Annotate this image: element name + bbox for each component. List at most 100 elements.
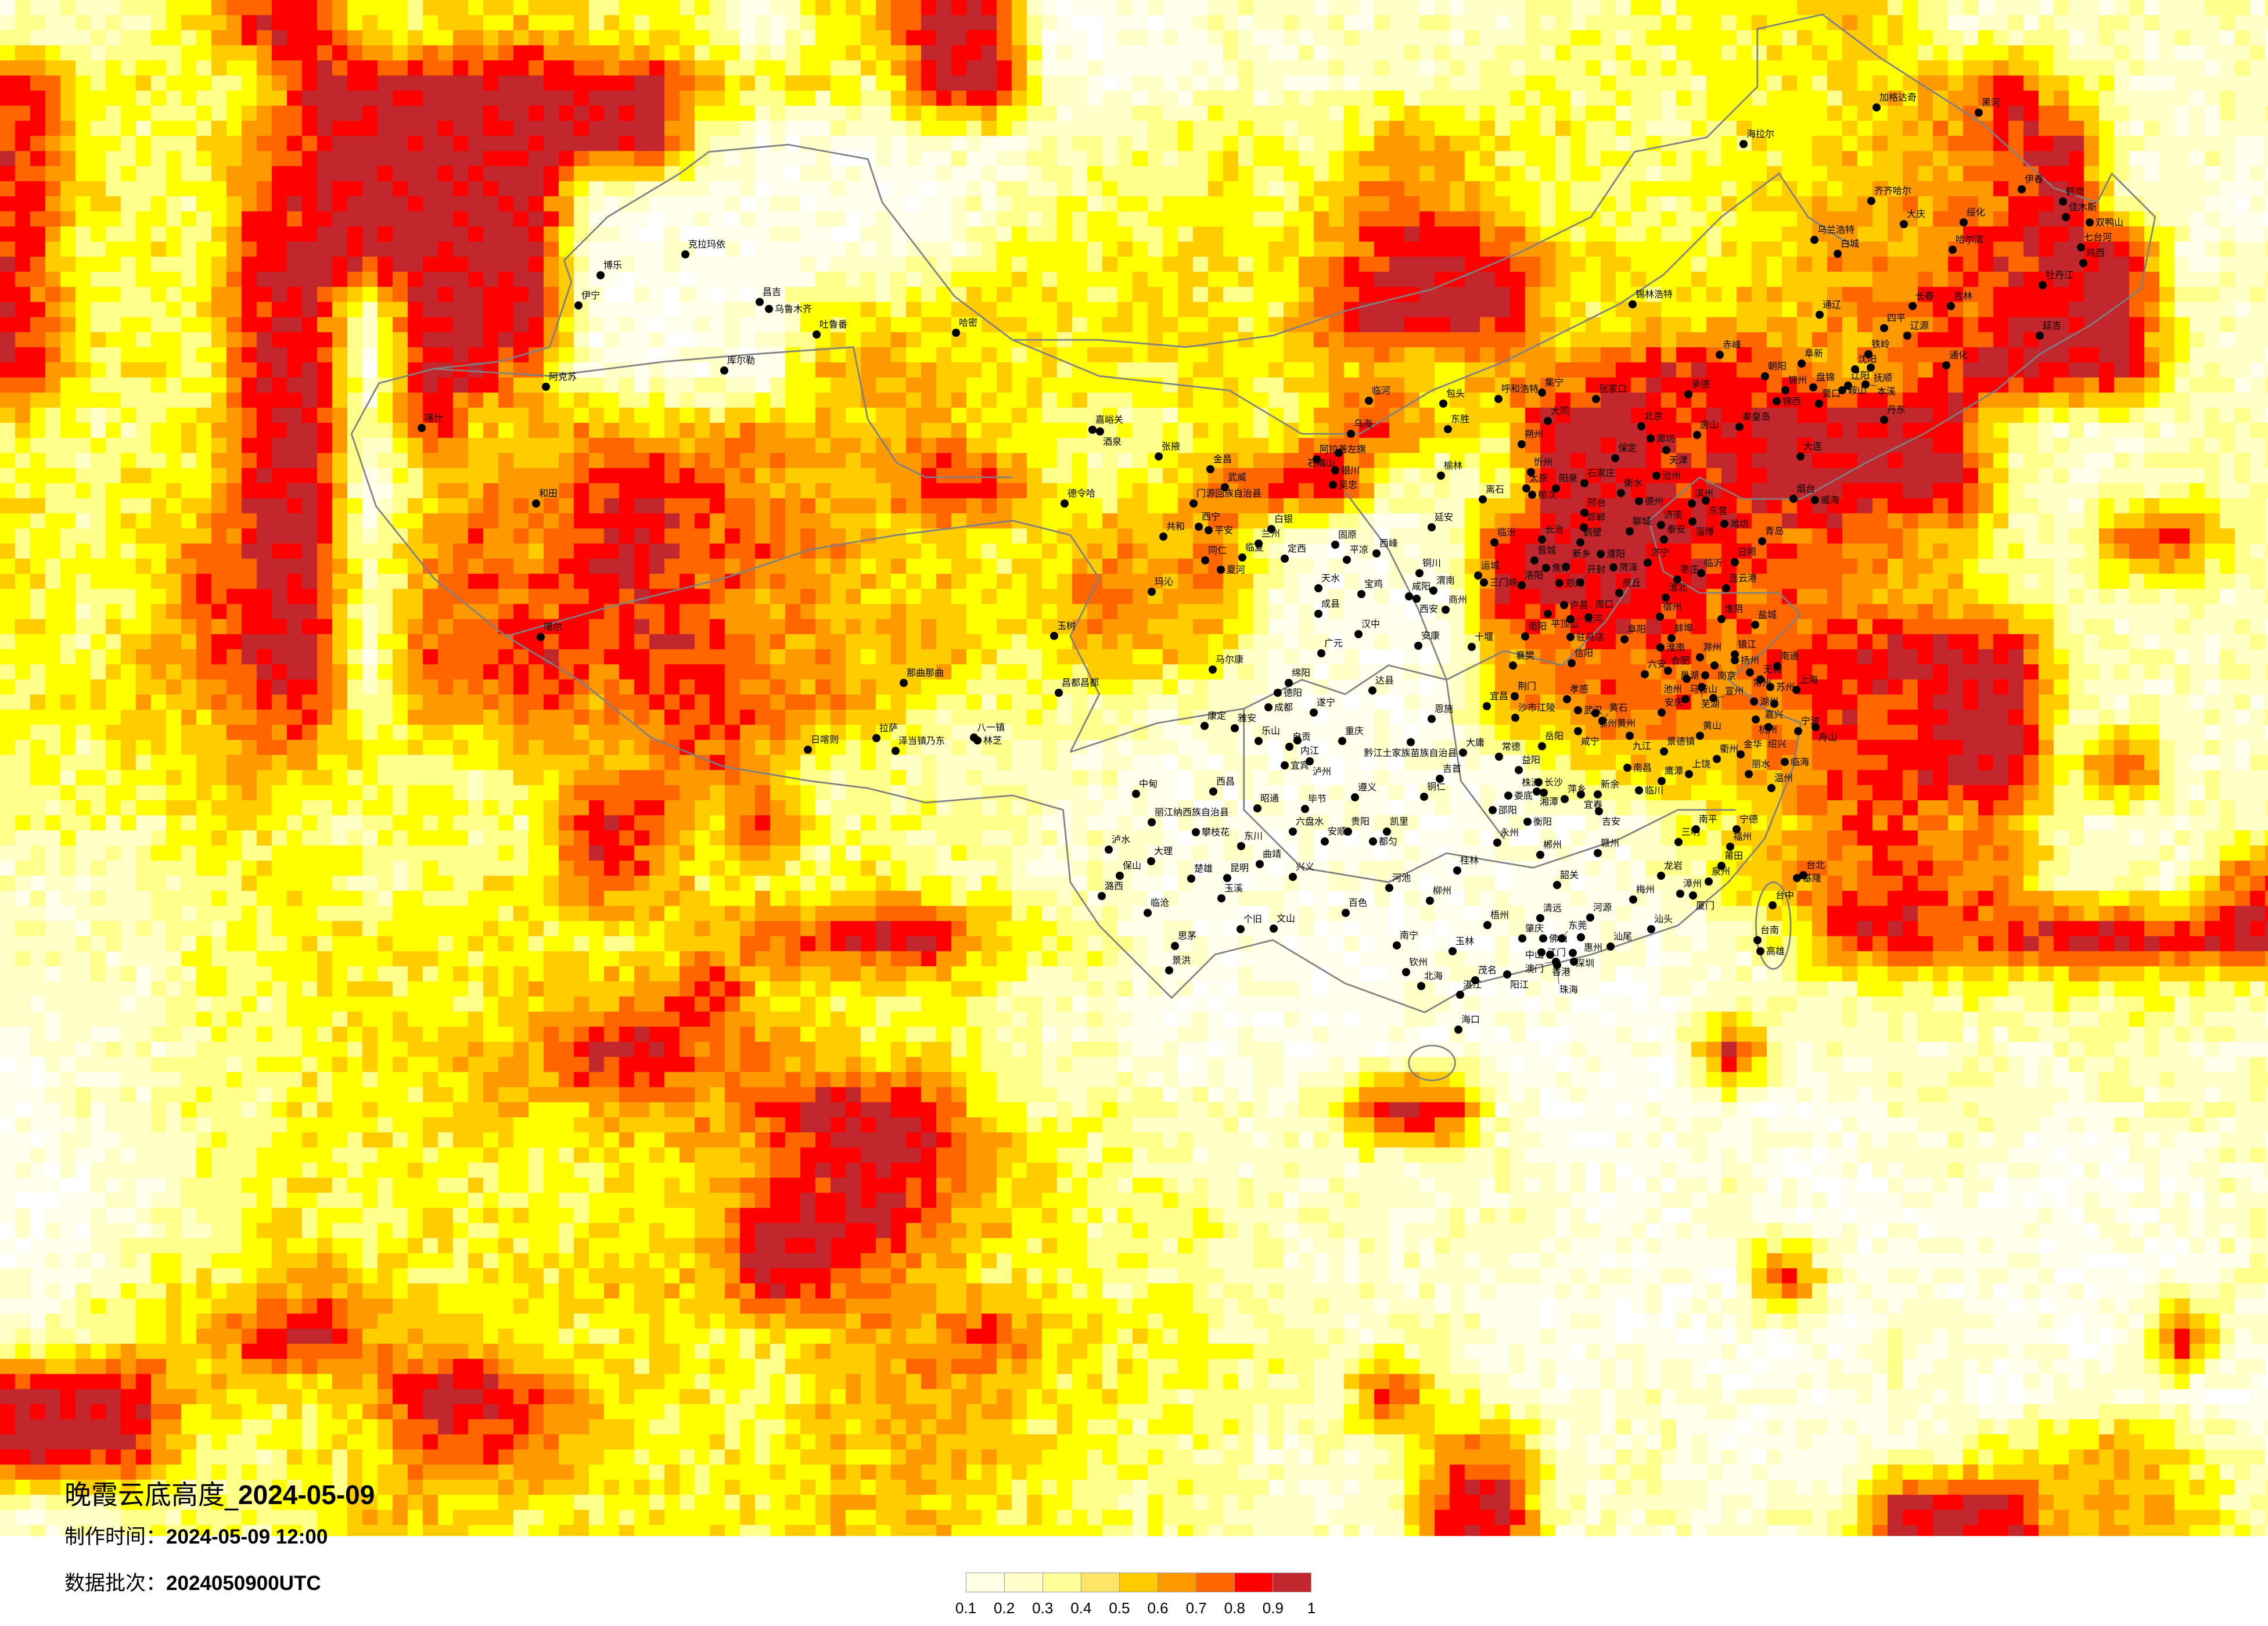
city-dot-icon	[1580, 523, 1588, 531]
city-marker: 聊城	[1626, 516, 1651, 535]
city-dot-icon	[1949, 246, 1957, 254]
city-label: 共和	[1166, 521, 1185, 532]
city-dot-icon	[1562, 563, 1570, 571]
city-dot-icon	[1522, 484, 1530, 492]
city-label: 黄石	[1609, 702, 1627, 713]
city-label: 东川	[1244, 830, 1263, 841]
city-marker: 合肥	[1664, 655, 1690, 675]
city-label: 金华	[1744, 739, 1762, 750]
city-marker: 海拉尔	[1739, 128, 1774, 148]
city-marker: 铜川	[1415, 557, 1441, 577]
city-label: 台中	[1775, 890, 1794, 901]
city-marker: 重庆	[1338, 725, 1364, 745]
city-dot-icon	[1165, 966, 1173, 974]
city-dot-icon	[1471, 976, 1479, 984]
city-label: 枣庄	[1680, 564, 1699, 575]
city-marker: 烟台	[1789, 483, 1815, 503]
city-label: 东胜	[1451, 413, 1469, 425]
city-dot-icon	[1664, 667, 1672, 675]
city-label: 牡丹江	[2046, 269, 2073, 280]
city-label: 嘉兴	[1765, 709, 1784, 720]
city-label: 衡水	[1624, 477, 1642, 488]
city-dot-icon	[1504, 792, 1512, 800]
city-label: 济南	[1664, 509, 1683, 520]
production-time-value: 2024-05-09 12:00	[166, 1526, 328, 1548]
city-marker: 湛江	[1456, 979, 1482, 999]
city-dot-icon	[1773, 397, 1781, 405]
city-marker: 荆门	[1511, 681, 1536, 700]
city-label: 门源回族自治县	[1196, 488, 1261, 499]
legend-swatch	[1081, 1573, 1120, 1592]
city-dot-icon	[1534, 778, 1543, 786]
city-dot-icon	[1623, 764, 1631, 772]
city-dot-icon	[1799, 871, 1807, 879]
city-marker: 台中	[1769, 890, 1794, 909]
city-dot-icon	[1454, 1026, 1462, 1034]
city-marker: 泸水	[1105, 834, 1130, 854]
city-label: 信阳	[1575, 647, 1593, 659]
city-label: 沈阳	[1858, 354, 1877, 365]
city-label: 南昌	[1633, 762, 1652, 774]
city-dot-icon	[1448, 947, 1457, 955]
city-label: 呼和浩特	[1501, 383, 1539, 394]
city-label: 淮南	[1666, 642, 1685, 653]
production-time: 制作时间：2024-05-09 12:00	[64, 1520, 328, 1550]
city-marker: 南昌	[1623, 762, 1652, 774]
city-label: 加格达奇	[1879, 92, 1917, 103]
city-marker: 恩施	[1428, 703, 1453, 723]
city-label: 平安	[1214, 525, 1233, 536]
city-label: 东营	[1709, 505, 1727, 516]
city-label: 衡阳	[1533, 816, 1552, 828]
city-marker: 滁州	[1696, 642, 1721, 661]
city-dot-icon	[1733, 825, 1741, 833]
city-marker: 洛阳	[1518, 570, 1543, 589]
city-label: 德阳	[1284, 688, 1302, 699]
city-label: 思茅	[1178, 930, 1196, 941]
city-dot-icon	[1383, 828, 1391, 836]
city-label: 晋城	[1537, 545, 1556, 556]
city-label: 济宁	[1651, 547, 1669, 558]
city-marker: 郴州	[1536, 839, 1562, 859]
city-marker: 九江	[1626, 732, 1651, 751]
city-label: 鸡西	[2086, 247, 2105, 258]
city-label: 嘉峪关	[1095, 414, 1123, 425]
city-dot-icon	[1274, 689, 1282, 697]
city-label: 遵义	[1358, 782, 1376, 793]
city-marker: 那曲那曲	[900, 667, 944, 687]
city-marker: 酒泉	[1096, 427, 1122, 447]
city-marker: 珠海	[1553, 961, 1578, 995]
city-dot-icon	[1560, 601, 1568, 609]
city-marker: 博乐	[596, 260, 622, 279]
city-dot-icon	[1702, 497, 1710, 505]
city-dot-icon	[1767, 784, 1775, 792]
city-dot-icon	[1546, 951, 1554, 959]
city-dot-icon	[1201, 556, 1209, 564]
city-dot-icon	[1393, 941, 1401, 949]
city-dot-icon	[756, 298, 764, 306]
city-marker: 黑河	[1975, 97, 2000, 117]
city-marker: 忻州	[1527, 456, 1552, 476]
city-label: 唐山	[1700, 419, 1719, 430]
city-marker: 吐鲁番	[813, 319, 847, 339]
city-marker: 汕尾	[1606, 931, 1632, 951]
city-label: 柳州	[1433, 885, 1451, 896]
city-marker: 渭南	[1429, 575, 1455, 595]
city-marker: 娄底	[1504, 790, 1533, 801]
legend-tick: 0.4	[1070, 1599, 1092, 1617]
city-label: 铜川	[1422, 557, 1441, 569]
city-dot-icon	[1209, 787, 1217, 796]
city-label: 青岛	[1765, 526, 1784, 537]
city-marker: 通化	[1942, 350, 1968, 369]
city-marker: 临河	[1365, 385, 1390, 405]
city-label: 七台河	[2084, 232, 2112, 243]
city-dot-icon	[1576, 538, 1584, 546]
legend-swatch	[1196, 1573, 1235, 1592]
city-label: 泉州	[1712, 866, 1730, 877]
city-dot-icon	[1568, 659, 1576, 667]
city-marker: 白银	[1267, 513, 1293, 533]
city-dot-icon	[1810, 236, 1818, 244]
city-label: 夏河	[1227, 564, 1245, 575]
city-label: 福州	[1733, 831, 1752, 842]
city-dot-icon	[1606, 942, 1615, 951]
city-label: 梅州	[1636, 884, 1655, 895]
